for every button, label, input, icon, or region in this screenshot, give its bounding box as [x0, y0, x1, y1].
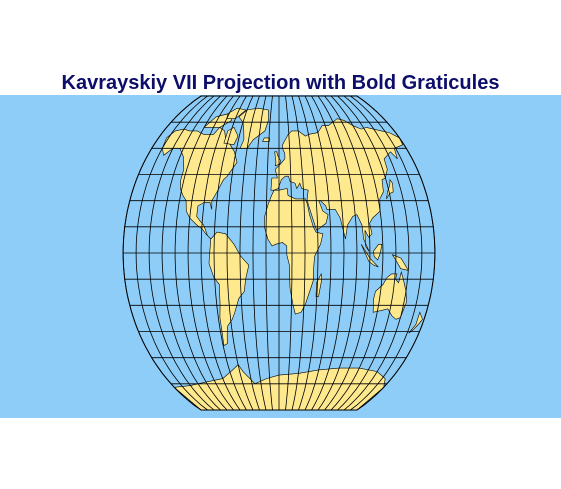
meridian-line [350, 95, 423, 411]
land-baffin [223, 126, 239, 146]
meridian-line [200, 95, 241, 411]
meridian-line [291, 95, 306, 411]
land-south-america [208, 231, 250, 346]
land-new-zealand [408, 311, 423, 334]
land-iceland [262, 137, 270, 142]
meridian-line [148, 95, 215, 411]
world-map [0, 95, 561, 418]
meridian-line [304, 95, 332, 411]
meridian-line [298, 95, 319, 411]
land-north-america [161, 126, 238, 240]
meridian-line [135, 95, 208, 411]
meridian-line [324, 95, 371, 411]
meridian-line [330, 95, 384, 411]
graticule-layer [122, 95, 436, 411]
meridian-line [187, 95, 234, 411]
meridian-line [161, 95, 221, 411]
meridian-line [239, 95, 260, 411]
meridian-line [226, 95, 254, 411]
land-eurasia [270, 118, 404, 252]
meridian-line [337, 95, 397, 411]
meridian-line [317, 95, 358, 411]
meridian-line [213, 95, 247, 411]
land-ellesmere [226, 107, 247, 119]
meridian-line [265, 95, 273, 411]
meridian-line [343, 95, 410, 411]
land-new-guinea [391, 254, 409, 271]
meridian-line [285, 95, 293, 411]
ocean-background [0, 95, 561, 418]
map-title: Kavrayskiy VII Projection with Bold Grat… [61, 72, 500, 94]
land-japan [386, 178, 394, 200]
land-indonesia [360, 244, 379, 268]
meridian-line [252, 95, 267, 411]
land-layer [161, 107, 423, 411]
projection-outline [122, 95, 436, 411]
map-panel [0, 95, 561, 418]
meridian-line [174, 95, 228, 411]
land-greenland [238, 107, 269, 149]
meridian-line [311, 95, 345, 411]
